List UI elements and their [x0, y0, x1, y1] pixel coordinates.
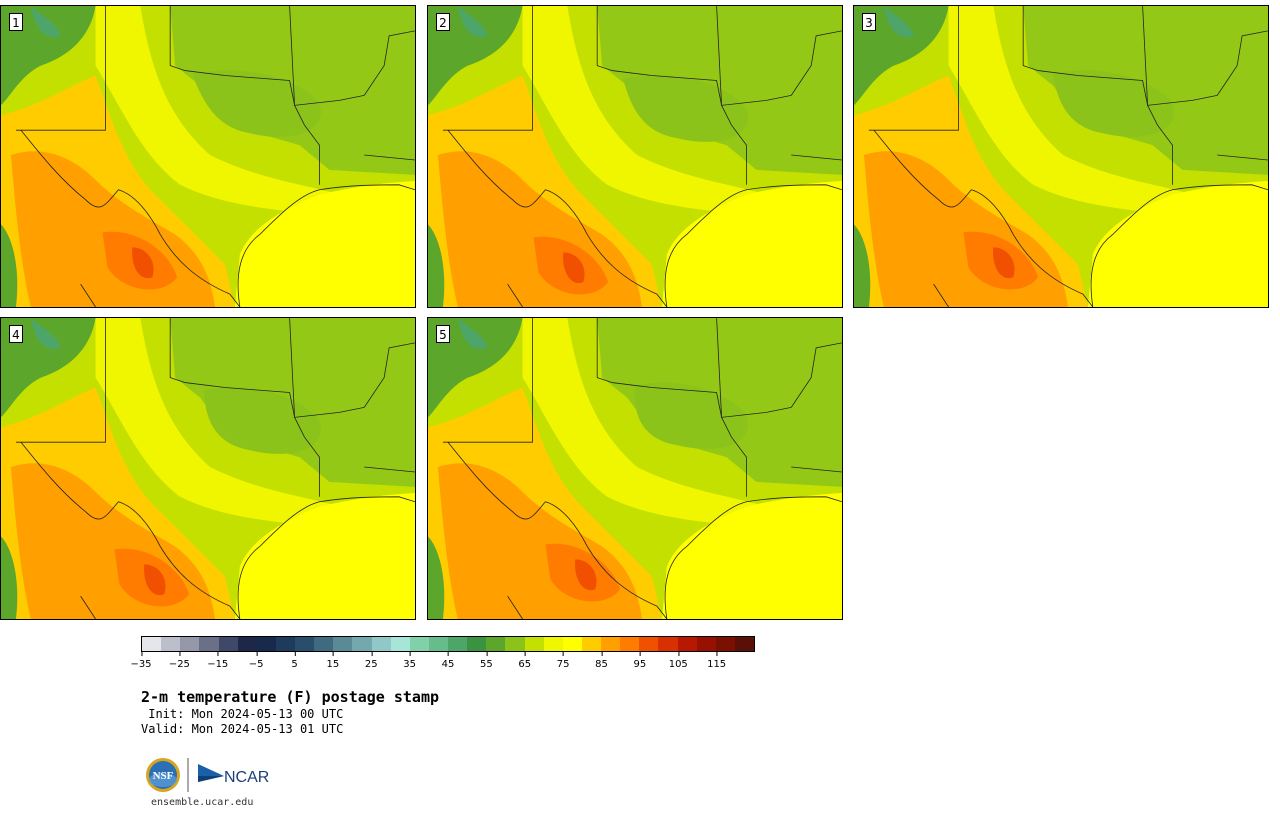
- figure-title: 2-m temperature (F) postage stamp: [141, 688, 440, 706]
- nsf-ncar-logos: NSF NCAR: [146, 758, 269, 792]
- colorbar-segment: [142, 637, 162, 651]
- init-time: Init: Mon 2024-05-13 00 UTC: [141, 707, 344, 721]
- colorbar-segment: [581, 637, 601, 651]
- colorbar-tick-label: 45: [442, 652, 454, 670]
- colorbar-segment: [620, 637, 640, 651]
- colorbar-segment: [696, 637, 716, 651]
- colorbar-segment: [180, 637, 200, 651]
- colorbar-segment: [199, 637, 219, 651]
- temperature-map-4: [1, 318, 415, 619]
- colorbar-segment: [715, 637, 735, 651]
- colorbar-segment: [677, 637, 697, 651]
- member-label: 3: [862, 13, 876, 31]
- colorbar-segment: [390, 637, 410, 651]
- stamp-panel-3: 3: [853, 5, 1269, 308]
- colorbar-tick-label: 85: [595, 652, 608, 670]
- colorbar-segment: [524, 637, 544, 651]
- colorbar-segment: [505, 637, 525, 651]
- colorbar-tick-label: 95: [634, 652, 646, 670]
- colorbar-segment: [237, 637, 257, 651]
- ncar-logo-icon: NCAR: [198, 764, 269, 786]
- colorbar-segment: [352, 637, 372, 651]
- temperature-map-1: [1, 6, 415, 307]
- stamp-panel-1: 1: [0, 5, 416, 308]
- colorbar-tick-label: −25: [169, 652, 190, 670]
- colorbar-segment: [639, 637, 659, 651]
- colorbar-segment: [486, 637, 506, 651]
- site-url: ensemble.ucar.edu: [151, 797, 254, 808]
- member-label: 1: [9, 13, 23, 31]
- colorbar-segment: [428, 637, 448, 651]
- colorbar-segment: [256, 637, 276, 651]
- colorbar-segment: [371, 637, 391, 651]
- ncar-logo-text: NCAR: [224, 769, 269, 786]
- colorbar-segment: [658, 637, 678, 651]
- colorbar-segment: [409, 637, 429, 651]
- temperature-colorbar: [141, 636, 755, 652]
- colorbar-tick-label: −35: [130, 652, 152, 670]
- colorbar-segment: [448, 637, 468, 651]
- colorbar-segment: [543, 637, 563, 651]
- colorbar-segment: [734, 637, 754, 651]
- colorbar-segment: [161, 637, 181, 651]
- stamp-panel-5: 5: [427, 317, 843, 620]
- colorbar-segment: [333, 637, 353, 651]
- colorbar-tick-label: 15: [327, 652, 339, 670]
- colorbar-segment: [601, 637, 621, 651]
- colorbar-tick-label: 35: [403, 652, 416, 670]
- stamp-panel-4: 4: [0, 317, 416, 620]
- temperature-map-3: [854, 6, 1268, 307]
- temperature-map-2: [428, 6, 842, 307]
- colorbar-segment: [562, 637, 582, 651]
- valid-time: Valid: Mon 2024-05-13 01 UTC: [141, 722, 344, 736]
- colorbar-ticks: −35 −25 −15 −5 5 15 25 35 45 55 65 75 85 95 105 115: [130, 652, 755, 672]
- colorbar-tick-label: 115: [707, 652, 726, 670]
- colorbar-tick-label: 55: [480, 652, 493, 670]
- member-label: 4: [9, 325, 23, 343]
- colorbar-tick-label: −15: [207, 652, 228, 670]
- temperature-map-5: [428, 318, 842, 619]
- stamp-panel-2: 2: [427, 5, 843, 308]
- colorbar-tick-label: 65: [518, 652, 531, 670]
- colorbar-tick-label: 75: [557, 652, 569, 670]
- colorbar-tick-label: 105: [669, 652, 688, 670]
- colorbar-segment: [218, 637, 238, 651]
- colorbar-segment: [295, 637, 315, 651]
- colorbar-segment: [467, 637, 487, 651]
- nsf-logo-text: NSF: [153, 770, 174, 782]
- member-label: 5: [436, 325, 450, 343]
- nsf-logo-icon: NSF: [146, 758, 180, 792]
- colorbar-tick-label: 5: [291, 652, 298, 670]
- colorbar-tick-label: 25: [365, 652, 378, 670]
- colorbar-segment: [275, 637, 295, 651]
- member-label: 2: [436, 13, 450, 31]
- colorbar-segment: [314, 637, 334, 651]
- colorbar-tick-label: −5: [249, 652, 264, 670]
